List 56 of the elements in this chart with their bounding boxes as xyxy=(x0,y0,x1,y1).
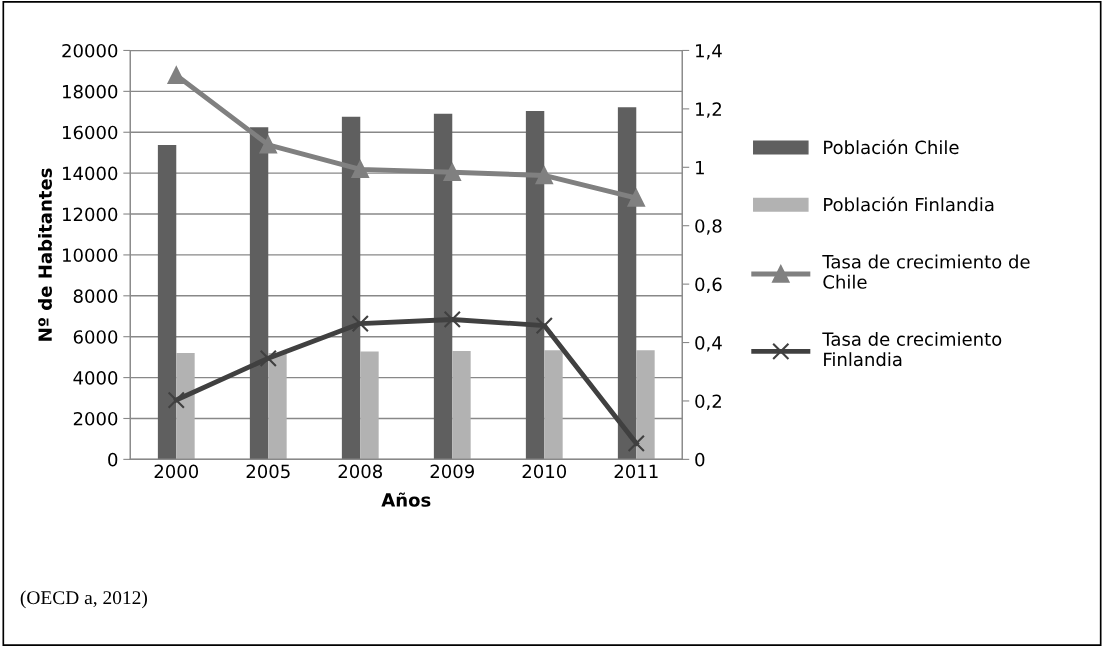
x-tick-label: 2009 xyxy=(430,464,474,479)
point xyxy=(627,434,645,452)
bar xyxy=(176,353,195,460)
point xyxy=(259,136,277,154)
y2-tick-label: 0 xyxy=(695,452,705,467)
y-tick-label: 6000 xyxy=(73,330,118,344)
y-tick-label: 12000 xyxy=(63,207,118,222)
point xyxy=(443,163,461,181)
bar xyxy=(544,350,563,460)
y2-tick-label: 0,2 xyxy=(695,394,721,410)
legend-label: Tasa de crecimiento Finlandia xyxy=(822,331,1002,367)
x-tick-label: 2000 xyxy=(154,464,199,479)
y2-tick-label: 1,4 xyxy=(696,44,722,60)
y-axis-title: Nº de Habitantes xyxy=(38,168,52,341)
y2-tick-label: 1,2 xyxy=(696,102,721,118)
point xyxy=(259,349,277,367)
y-tick-label: 10000 xyxy=(63,248,118,263)
y2-tick-label: 0,6 xyxy=(695,277,722,294)
point xyxy=(627,189,645,207)
y-tick-label: 14000 xyxy=(63,166,118,181)
legend-label: Población Chile xyxy=(824,139,959,155)
text: (OECD a, 2012) xyxy=(20,590,147,609)
y-tick-label: 20000 xyxy=(62,43,118,58)
bar xyxy=(360,351,379,460)
x-tick-label: 2010 xyxy=(522,464,567,479)
x-tick-label: 2008 xyxy=(338,464,383,479)
y2-tick-label: 1 xyxy=(696,160,704,175)
x-tick-label: 2011 xyxy=(614,464,658,479)
bar xyxy=(268,353,287,460)
y2-tick-label: 0,8 xyxy=(695,219,722,235)
bar xyxy=(341,116,361,460)
y-tick-label: 0 xyxy=(108,452,118,467)
point xyxy=(351,160,369,179)
bar xyxy=(157,144,177,460)
y-tick-label: 2000 xyxy=(73,411,118,426)
legend-label: Tasa de crecimiento de Chile xyxy=(822,254,1030,289)
bar xyxy=(249,127,269,460)
point xyxy=(167,66,185,84)
x-axis-title: Años xyxy=(381,492,431,507)
x-tick-label: 2005 xyxy=(246,464,290,479)
point xyxy=(535,316,553,335)
point xyxy=(535,166,553,185)
bar xyxy=(452,351,471,460)
bar xyxy=(525,110,545,460)
point xyxy=(443,310,461,329)
bar xyxy=(433,113,453,460)
y-tick-label: 4000 xyxy=(73,371,118,385)
point xyxy=(167,391,185,409)
y-tick-label: 8000 xyxy=(73,289,118,303)
bar xyxy=(636,350,655,460)
y-tick-label: 16000 xyxy=(63,125,118,140)
bar xyxy=(617,107,637,460)
y2-tick-label: 0,4 xyxy=(695,336,722,352)
point xyxy=(351,314,369,333)
y-tick-label: 18000 xyxy=(63,84,118,99)
legend-label: Población Finlandia xyxy=(824,196,994,212)
